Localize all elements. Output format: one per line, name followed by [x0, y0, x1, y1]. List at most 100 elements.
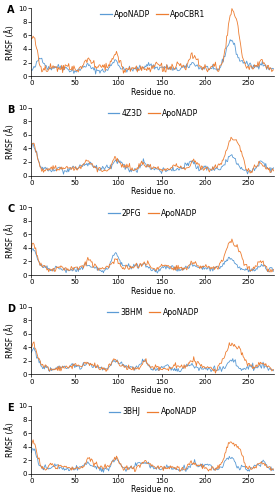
ApoNADP — [232, 137, 235, 143]
2PFG — [156, 270, 159, 276]
Y-axis label: RMSF (Å): RMSF (Å) — [6, 422, 15, 458]
Y-axis label: RMSF (Å): RMSF (Å) — [6, 25, 15, 59]
ApoNADP — [67, 165, 70, 171]
ApoNADP — [272, 466, 275, 472]
Line: 3BHJ: 3BHJ — [31, 449, 274, 472]
4Z3D — [30, 146, 33, 152]
ApoNADP — [228, 36, 232, 43]
ApoNADP — [147, 362, 150, 368]
ApoNADP — [248, 170, 252, 176]
4Z3D — [272, 165, 275, 171]
Legend: 3BHJ, ApoNADP: 3BHJ, ApoNADP — [106, 404, 200, 419]
4Z3D — [231, 154, 234, 160]
3BHJ — [181, 467, 184, 473]
ApoNADP — [30, 246, 33, 252]
Line: ApoNADP: ApoNADP — [31, 40, 274, 74]
ApoNADP — [272, 266, 275, 272]
ApoNADP — [231, 342, 234, 347]
ApoNADP — [169, 465, 173, 471]
2PFG — [181, 265, 184, 271]
4Z3D — [69, 166, 72, 172]
Y-axis label: RMSF (Å): RMSF (Å) — [6, 124, 15, 159]
Line: ApoNADP: ApoNADP — [31, 440, 274, 472]
Text: E: E — [7, 404, 14, 413]
2PFG — [147, 265, 150, 271]
3BHM — [68, 364, 71, 370]
ApoNADP — [179, 163, 182, 169]
ApoNADP — [179, 265, 182, 271]
Text: C: C — [7, 204, 14, 214]
ApoNADP — [230, 236, 234, 242]
3BHM — [181, 366, 184, 372]
3BHJ — [272, 468, 275, 473]
4Z3D — [169, 166, 173, 172]
Legend: ApoNADP, ApoCBR1: ApoNADP, ApoCBR1 — [97, 6, 209, 22]
2PFG — [68, 268, 71, 274]
Text: D: D — [7, 304, 15, 314]
Legend: 4Z3D, ApoNADP: 4Z3D, ApoNADP — [104, 106, 201, 121]
Y-axis label: RMSF (Å): RMSF (Å) — [6, 224, 15, 258]
ApoNADP — [68, 464, 71, 470]
ApoNADP — [148, 461, 151, 467]
4Z3D — [31, 140, 35, 146]
ApoCBR1 — [233, 12, 236, 18]
ApoNADP — [31, 437, 35, 443]
Line: 3BHM: 3BHM — [31, 348, 274, 372]
Line: ApoNADP: ApoNADP — [31, 239, 274, 272]
Line: ApoCBR1: ApoCBR1 — [31, 8, 274, 73]
2PFG — [31, 246, 35, 252]
ApoNADP — [180, 362, 183, 368]
ApoNADP — [272, 66, 275, 72]
2PFG — [233, 260, 236, 266]
ApoNADP — [232, 242, 235, 248]
Line: 4Z3D: 4Z3D — [31, 143, 274, 174]
ApoNADP — [68, 363, 71, 369]
ApoNADP — [181, 464, 184, 470]
3BHJ — [233, 458, 236, 464]
ApoNADP — [231, 441, 234, 447]
Legend: 2PFG, ApoNADP: 2PFG, ApoNADP — [105, 206, 201, 220]
ApoCBR1 — [231, 8, 234, 14]
ApoNADP — [272, 366, 275, 372]
ApoNADP — [229, 240, 233, 246]
ApoNADP — [229, 134, 233, 140]
ApoCBR1 — [169, 64, 172, 70]
3BHJ — [169, 464, 173, 470]
ApoCBR1 — [122, 70, 125, 76]
ApoNADP — [233, 342, 236, 347]
ApoCBR1 — [180, 64, 183, 70]
ApoNADP — [30, 144, 33, 150]
ApoCBR1 — [30, 36, 33, 42]
ApoNADP — [67, 268, 70, 274]
ApoNADP — [30, 346, 33, 352]
ApoNADP — [94, 71, 97, 77]
ApoNADP — [233, 40, 236, 46]
2PFG — [30, 249, 33, 255]
4Z3D — [233, 156, 236, 162]
3BHJ — [102, 470, 105, 476]
ApoNADP — [146, 161, 150, 167]
ApoNADP — [32, 339, 36, 345]
3BHM — [30, 350, 33, 356]
ApoNADP — [269, 269, 272, 275]
3BHM — [272, 368, 275, 374]
3BHJ — [30, 450, 33, 456]
ApoCBR1 — [272, 67, 275, 73]
X-axis label: Residue no.: Residue no. — [131, 386, 175, 395]
3BHM — [147, 362, 150, 368]
ApoNADP — [168, 166, 171, 172]
X-axis label: Residue no.: Residue no. — [131, 88, 175, 96]
Text: A: A — [7, 6, 15, 16]
3BHM — [233, 358, 236, 364]
2PFG — [272, 268, 275, 274]
ApoNADP — [272, 168, 275, 174]
ApoNADP — [30, 442, 33, 448]
3BHM — [231, 356, 234, 362]
4Z3D — [148, 162, 151, 168]
3BHM — [32, 344, 36, 350]
ApoNADP — [168, 264, 171, 270]
3BHJ — [68, 468, 71, 473]
3BHJ — [148, 463, 151, 469]
Legend: 3BHM, ApoNADP: 3BHM, ApoNADP — [104, 305, 202, 320]
ApoNADP — [214, 370, 217, 376]
